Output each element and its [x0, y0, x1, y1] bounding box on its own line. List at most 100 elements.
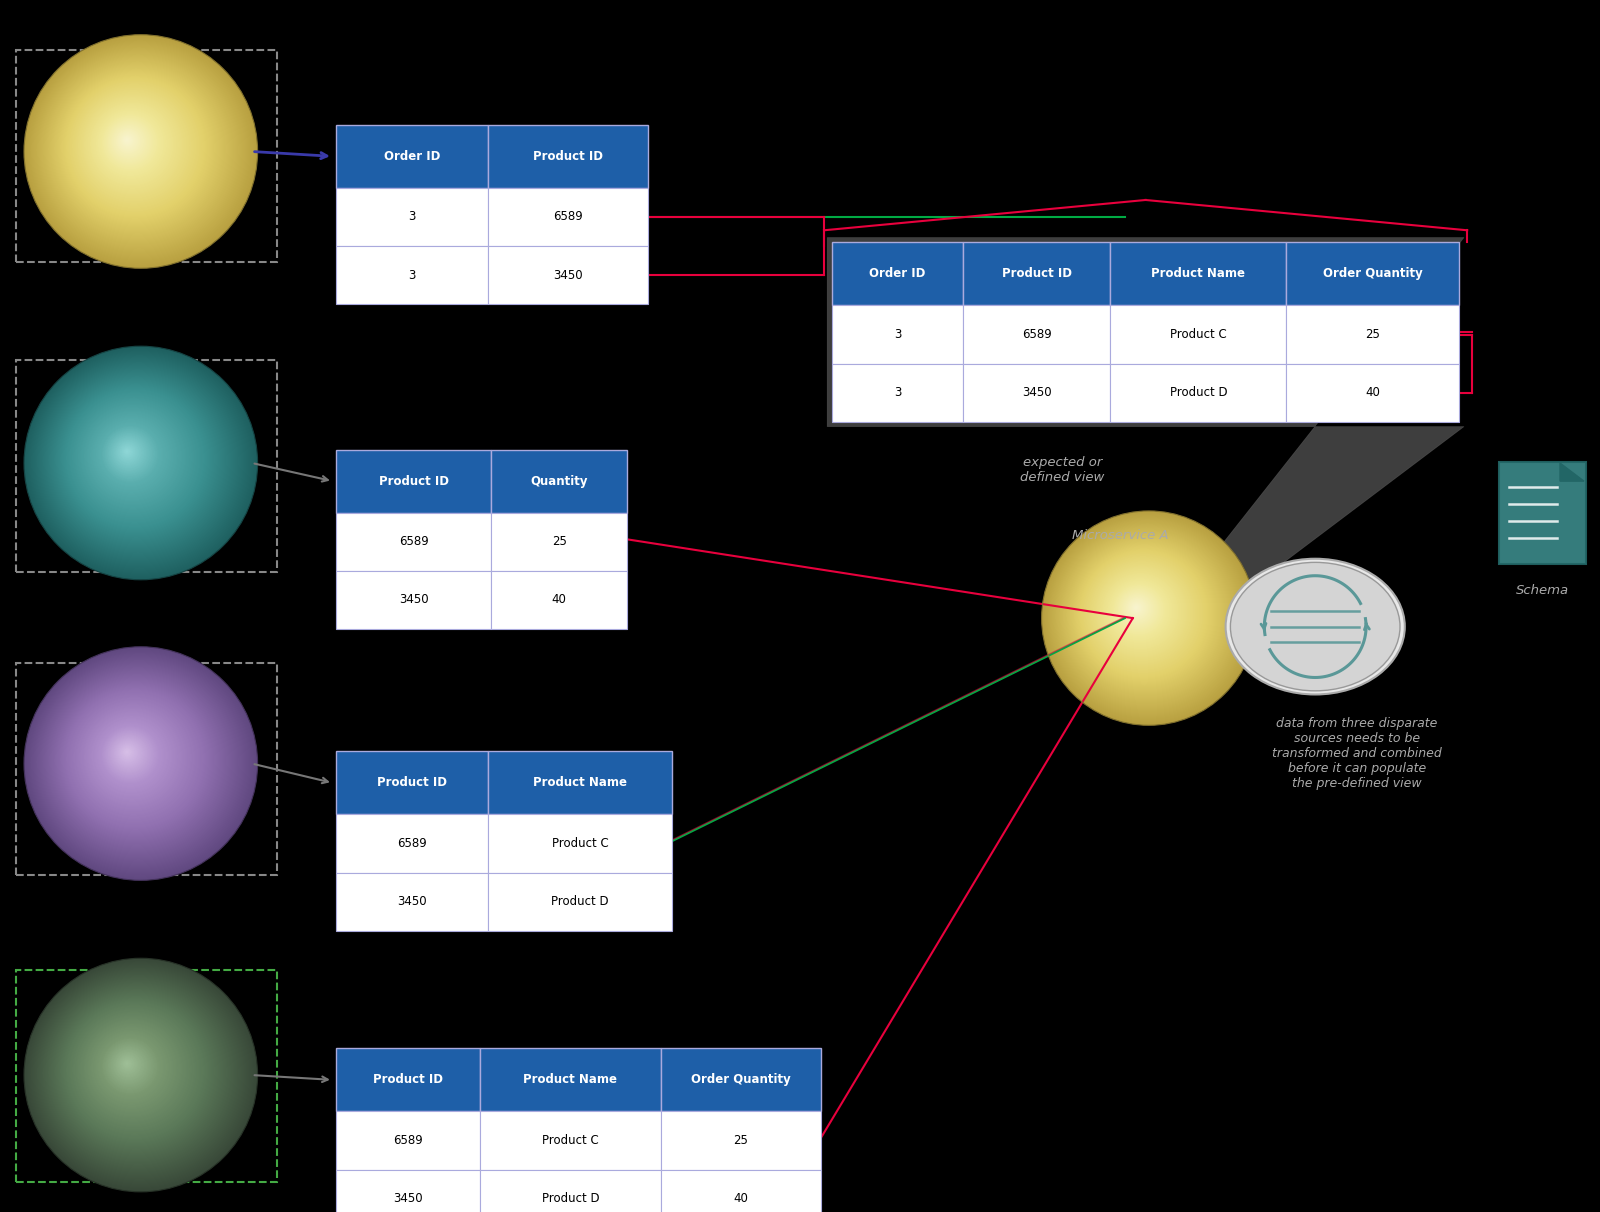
- Ellipse shape: [1061, 530, 1232, 702]
- Ellipse shape: [46, 982, 229, 1164]
- Ellipse shape: [110, 734, 149, 773]
- Ellipse shape: [1078, 548, 1210, 680]
- FancyBboxPatch shape: [1286, 242, 1459, 305]
- Ellipse shape: [56, 68, 216, 228]
- Ellipse shape: [1131, 602, 1142, 613]
- FancyBboxPatch shape: [488, 814, 672, 873]
- Ellipse shape: [34, 657, 246, 869]
- Ellipse shape: [78, 402, 187, 511]
- Ellipse shape: [70, 694, 198, 823]
- Ellipse shape: [117, 130, 139, 152]
- Ellipse shape: [62, 385, 208, 532]
- Ellipse shape: [104, 429, 155, 479]
- Ellipse shape: [54, 377, 219, 542]
- Ellipse shape: [51, 674, 224, 847]
- Ellipse shape: [126, 139, 128, 141]
- Ellipse shape: [48, 983, 227, 1162]
- Ellipse shape: [75, 399, 192, 515]
- Ellipse shape: [98, 1034, 163, 1099]
- Ellipse shape: [112, 1048, 146, 1081]
- Text: 3450: 3450: [554, 269, 582, 281]
- Ellipse shape: [26, 348, 256, 578]
- Ellipse shape: [64, 999, 208, 1143]
- Ellipse shape: [91, 1028, 171, 1108]
- Text: 3: 3: [408, 269, 416, 281]
- Ellipse shape: [85, 97, 181, 193]
- FancyBboxPatch shape: [963, 364, 1110, 422]
- Ellipse shape: [27, 350, 253, 576]
- Ellipse shape: [56, 991, 216, 1151]
- Ellipse shape: [54, 378, 218, 542]
- Ellipse shape: [1082, 551, 1205, 675]
- Ellipse shape: [115, 741, 141, 766]
- Ellipse shape: [83, 1019, 181, 1117]
- Ellipse shape: [117, 441, 139, 464]
- Ellipse shape: [83, 1019, 182, 1117]
- Ellipse shape: [70, 82, 198, 210]
- Ellipse shape: [56, 67, 218, 229]
- Text: Microservice A: Microservice A: [1072, 530, 1168, 542]
- Ellipse shape: [50, 61, 226, 236]
- Text: Product ID: Product ID: [533, 150, 603, 162]
- Ellipse shape: [74, 1010, 194, 1130]
- Ellipse shape: [1070, 541, 1219, 688]
- Text: expected or
defined view: expected or defined view: [1021, 456, 1104, 485]
- Ellipse shape: [107, 732, 152, 777]
- Ellipse shape: [30, 653, 250, 873]
- Ellipse shape: [1046, 516, 1250, 720]
- Ellipse shape: [115, 1052, 141, 1077]
- Ellipse shape: [62, 73, 210, 222]
- Ellipse shape: [67, 79, 203, 215]
- Ellipse shape: [29, 651, 253, 875]
- Ellipse shape: [1048, 518, 1248, 718]
- FancyBboxPatch shape: [336, 513, 491, 571]
- Ellipse shape: [123, 1059, 131, 1068]
- FancyBboxPatch shape: [480, 1170, 661, 1212]
- Ellipse shape: [35, 970, 243, 1178]
- Ellipse shape: [1051, 521, 1243, 713]
- Ellipse shape: [88, 101, 176, 188]
- Ellipse shape: [1066, 536, 1226, 694]
- Ellipse shape: [51, 63, 222, 234]
- Ellipse shape: [112, 435, 147, 470]
- Text: Order ID: Order ID: [869, 268, 926, 280]
- Ellipse shape: [117, 1053, 139, 1075]
- Ellipse shape: [34, 356, 246, 568]
- Ellipse shape: [94, 418, 168, 492]
- Ellipse shape: [101, 725, 160, 785]
- Ellipse shape: [122, 747, 133, 759]
- Ellipse shape: [27, 961, 254, 1189]
- FancyBboxPatch shape: [336, 873, 488, 931]
- Ellipse shape: [118, 743, 138, 762]
- Ellipse shape: [54, 678, 219, 842]
- FancyBboxPatch shape: [336, 571, 491, 629]
- Ellipse shape: [114, 1050, 144, 1080]
- Ellipse shape: [125, 749, 130, 755]
- FancyBboxPatch shape: [336, 125, 488, 188]
- Ellipse shape: [40, 362, 237, 560]
- Ellipse shape: [109, 733, 150, 774]
- Ellipse shape: [94, 108, 166, 179]
- Ellipse shape: [1096, 567, 1186, 657]
- Ellipse shape: [88, 1023, 178, 1113]
- Ellipse shape: [40, 51, 238, 248]
- Ellipse shape: [1043, 513, 1254, 724]
- Ellipse shape: [1120, 591, 1155, 627]
- Ellipse shape: [75, 86, 194, 205]
- Text: 6589: 6589: [394, 1134, 422, 1147]
- Text: 25: 25: [552, 536, 566, 548]
- Ellipse shape: [42, 364, 235, 559]
- Ellipse shape: [90, 413, 174, 497]
- Ellipse shape: [29, 39, 253, 263]
- Ellipse shape: [114, 439, 142, 468]
- Ellipse shape: [1070, 539, 1219, 690]
- Ellipse shape: [1075, 544, 1214, 684]
- Ellipse shape: [110, 1047, 147, 1084]
- Ellipse shape: [109, 433, 150, 474]
- Ellipse shape: [85, 1021, 181, 1116]
- Ellipse shape: [43, 366, 232, 555]
- FancyBboxPatch shape: [480, 1048, 661, 1111]
- Ellipse shape: [1091, 562, 1192, 663]
- Ellipse shape: [46, 368, 229, 551]
- Ellipse shape: [40, 362, 238, 560]
